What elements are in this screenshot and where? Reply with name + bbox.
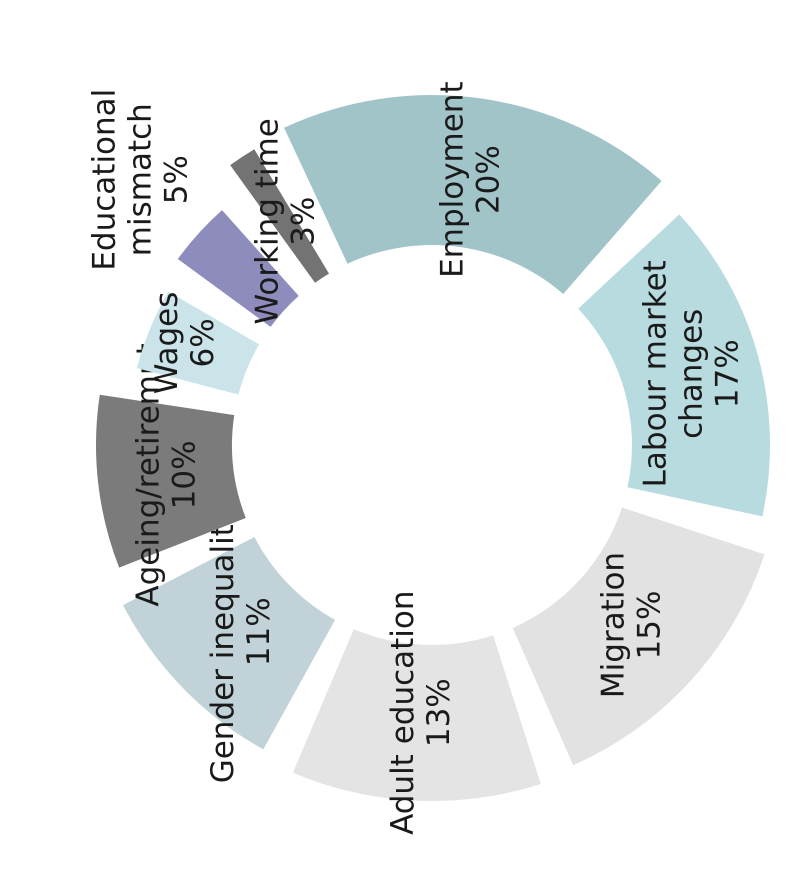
segment-text-labour-market-changes: Labour market <box>637 260 673 487</box>
segment-value-labour-market-changes: 17% <box>709 339 745 408</box>
segment-label-wages: Wages 6% <box>149 292 221 395</box>
segment-text-working-time: Working time <box>250 118 286 324</box>
segment-label-educational-mismatch: Educational mismatch 5% <box>86 89 194 271</box>
segment-value-employment: 20% <box>470 145 506 214</box>
segment-label-labour-market-changes: Labour market changes 17% <box>637 260 745 487</box>
segment-text-ageing-retiremnt: Ageing/retiremnt <box>131 343 167 606</box>
segment-ageing-retiremnt <box>95 394 246 568</box>
segment-gender-inequalities <box>123 537 336 750</box>
segment-text-educational-mismatch: mismatch <box>122 103 158 256</box>
segment-value-wages: 6% <box>185 318 221 367</box>
segment-label-working-time: Working time 3% <box>250 118 322 324</box>
segment-wages <box>136 291 260 395</box>
segment-working-time <box>230 149 329 283</box>
segment-value-ageing-retiremnt: 10% <box>167 440 203 509</box>
segment-value-gender-inequalities: 11% <box>241 597 277 666</box>
segment-text-adult-education: Adult education <box>385 590 421 834</box>
segment-educational-mismatch <box>177 210 299 327</box>
segment-text-labour-market-changes: changes <box>673 309 709 439</box>
segment-adult-education <box>292 629 541 801</box>
segment-label-employment: Employment 20% <box>434 81 506 277</box>
segment-label-migration: Migration 15% <box>596 552 668 698</box>
segment-text-employment: Employment <box>434 81 470 277</box>
segment-text-wages: Wages <box>149 292 185 395</box>
segment-employment <box>284 95 662 295</box>
segment-value-educational-mismatch: 5% <box>158 155 194 204</box>
segment-value-migration: 15% <box>632 591 668 660</box>
segment-label-adult-education: Adult education 13% <box>385 590 457 834</box>
segment-text-educational-mismatch: Educational <box>86 89 122 271</box>
segment-labour-market-changes <box>578 214 770 517</box>
segment-value-working-time: 3% <box>286 197 322 246</box>
segment-label-ageing-retiremnt: Ageing/retiremnt 10% <box>131 343 203 606</box>
segment-value-adult-education: 13% <box>421 678 457 747</box>
segment-migration <box>512 507 765 766</box>
segment-text-migration: Migration <box>596 552 632 698</box>
